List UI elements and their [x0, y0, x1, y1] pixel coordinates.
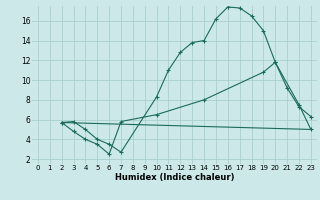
X-axis label: Humidex (Indice chaleur): Humidex (Indice chaleur) — [115, 173, 234, 182]
